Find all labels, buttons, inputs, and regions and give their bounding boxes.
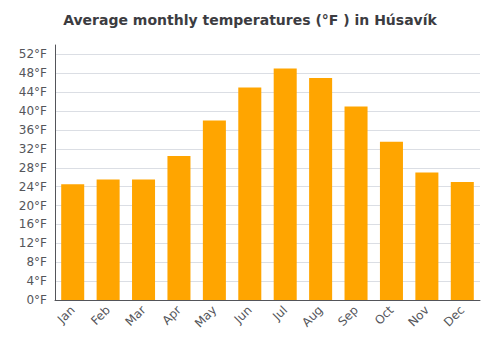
svg-text:4°F: 4°F bbox=[26, 274, 47, 288]
svg-text:0°F: 0°F bbox=[26, 293, 47, 307]
svg-text:May: May bbox=[192, 303, 219, 330]
svg-text:36°F: 36°F bbox=[19, 123, 47, 137]
svg-text:20°F: 20°F bbox=[19, 199, 47, 213]
svg-text:Nov: Nov bbox=[405, 303, 431, 329]
svg-text:Feb: Feb bbox=[88, 303, 113, 328]
svg-text:Oct: Oct bbox=[372, 303, 397, 328]
svg-text:52°F: 52°F bbox=[19, 47, 47, 61]
svg-text:Sep: Sep bbox=[335, 303, 361, 329]
svg-text:Dec: Dec bbox=[441, 303, 467, 329]
svg-text:Jun: Jun bbox=[231, 303, 255, 327]
svg-text:12°F: 12°F bbox=[19, 236, 47, 250]
svg-text:24°F: 24°F bbox=[19, 180, 47, 194]
svg-text:44°F: 44°F bbox=[19, 85, 47, 99]
svg-text:28°F: 28°F bbox=[19, 161, 47, 175]
svg-text:Jul: Jul bbox=[269, 303, 290, 324]
svg-text:48°F: 48°F bbox=[19, 66, 47, 80]
svg-text:40°F: 40°F bbox=[19, 104, 47, 118]
svg-text:Mar: Mar bbox=[123, 303, 149, 329]
svg-text:Jan: Jan bbox=[54, 303, 78, 327]
svg-text:Apr: Apr bbox=[159, 303, 184, 328]
svg-text:16°F: 16°F bbox=[19, 217, 47, 231]
svg-text:Average monthly temperatures (: Average monthly temperatures (°F ) in Hú… bbox=[63, 12, 437, 28]
svg-text:Aug: Aug bbox=[299, 303, 325, 329]
svg-text:8°F: 8°F bbox=[26, 255, 47, 269]
svg-text:32°F: 32°F bbox=[19, 142, 47, 156]
